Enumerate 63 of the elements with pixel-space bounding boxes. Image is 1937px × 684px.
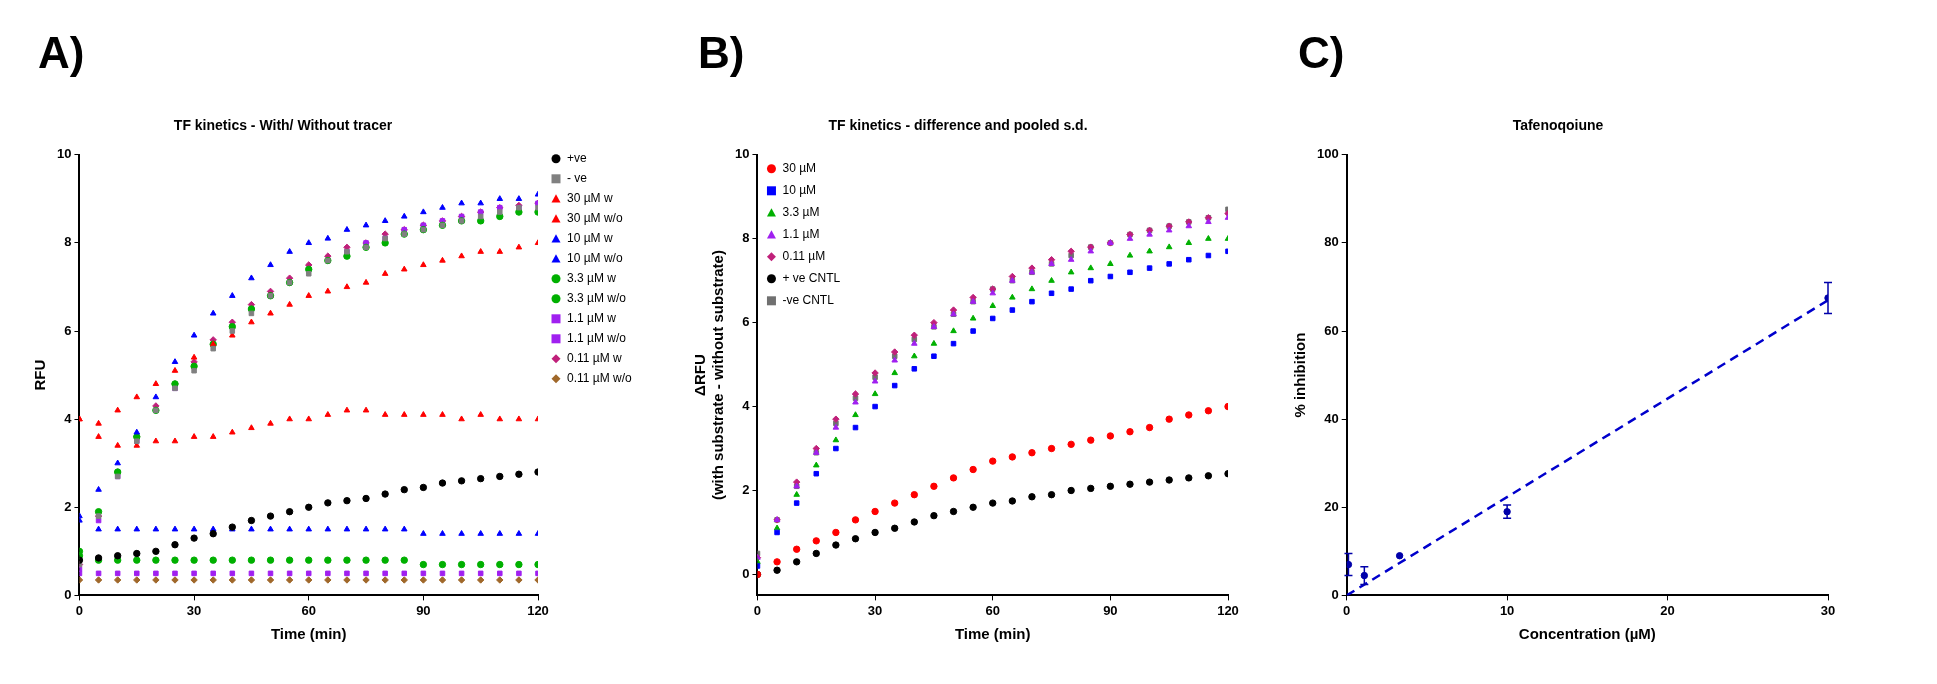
y-tick-label: 40 (1324, 410, 1339, 426)
legend-label: 10 µM w (567, 231, 613, 246)
legend-label: 1.1 µM w/o (567, 331, 627, 346)
x-axis-title: Concentration (µM) (1518, 625, 1656, 643)
y-tick-label: 4 (742, 398, 751, 414)
x-tick-label: 30 (867, 602, 883, 618)
legend-label: 3.3 µM w (567, 271, 617, 286)
x-tick-label: 10 (1499, 602, 1515, 618)
legend-label: -ve CNTL (782, 293, 835, 308)
legend-label: 1.1 µM w (567, 311, 617, 326)
x-tick-label: 90 (416, 602, 431, 618)
legend-label: 30 µM w/o (567, 211, 623, 226)
y-tick-label: 8 (742, 230, 750, 246)
legend-label: 3.3 µM w/o (567, 291, 627, 306)
x-tick-label: 0 (753, 602, 762, 618)
text: B) (698, 28, 745, 77)
x-tick-label: 120 (1217, 602, 1239, 618)
x-tick-label: 120 (527, 602, 549, 618)
x-tick-label: 90 (1103, 602, 1118, 618)
x-tick-label: 30 (1820, 602, 1836, 618)
x-tick-label: 0 (75, 602, 84, 618)
legend-label: + ve CNTL (782, 271, 841, 286)
y-tick-label: 20 (1324, 498, 1339, 514)
chart-title: Tafenoqoiune (1512, 117, 1604, 134)
legend-label: 30 µM w (567, 191, 613, 206)
legend-label: 1.1 µM (782, 227, 820, 242)
legend-label: 0.11 µM (782, 249, 826, 264)
text: C) (1298, 28, 1345, 77)
y-tick-label: 6 (742, 314, 750, 330)
legend-label: - ve (567, 171, 588, 186)
y-tick-label: 80 (1324, 234, 1339, 250)
y-axis-title: RFU (31, 359, 49, 391)
y-tick-label: 6 (64, 322, 72, 338)
legend-label: 30 µM (782, 161, 817, 176)
y-tick-label: 0 (1331, 586, 1339, 602)
y-tick-label: 100 (1316, 146, 1339, 162)
y-tick-label: 10 (56, 146, 72, 162)
x-tick-label: 30 (186, 602, 202, 618)
legend-label: 10 µM w/o (567, 251, 623, 266)
x-tick-label: 60 (985, 602, 1000, 618)
legend-label: 3.3 µM (782, 205, 820, 220)
y-tick-label: 2 (64, 498, 72, 514)
x-tick-label: 20 (1660, 602, 1675, 618)
y-tick-label: 0 (64, 586, 72, 602)
y-tick-label: 60 (1324, 322, 1339, 338)
x-axis-title: Time (min) (954, 625, 1031, 643)
chart-title: TF kinetics - With/ Without tracer (173, 117, 393, 134)
legend-label: +ve (567, 151, 588, 166)
y-tick-label: 8 (64, 234, 72, 250)
y-tick-label: 2 (742, 482, 750, 498)
x-axis-title: Time (min) (270, 625, 347, 643)
legend-label: 0.11 µM w/o (567, 371, 633, 386)
y-axis-title: ΔRFU (with substrate - without substrate) (691, 250, 727, 501)
legend-label: 10 µM (782, 183, 817, 198)
y-axis-title: % inhibition (1291, 332, 1309, 418)
chart-title: TF kinetics - difference and pooled s.d. (828, 117, 1088, 134)
y-tick-label: 4 (64, 410, 73, 426)
y-tick-label: 10 (734, 146, 750, 162)
x-tick-label: 0 (1343, 602, 1351, 618)
text: A) (38, 28, 85, 77)
x-tick-label: 60 (301, 602, 316, 618)
y-tick-label: 0 (742, 566, 750, 581)
legend-label: 0.11 µM w (567, 351, 623, 366)
